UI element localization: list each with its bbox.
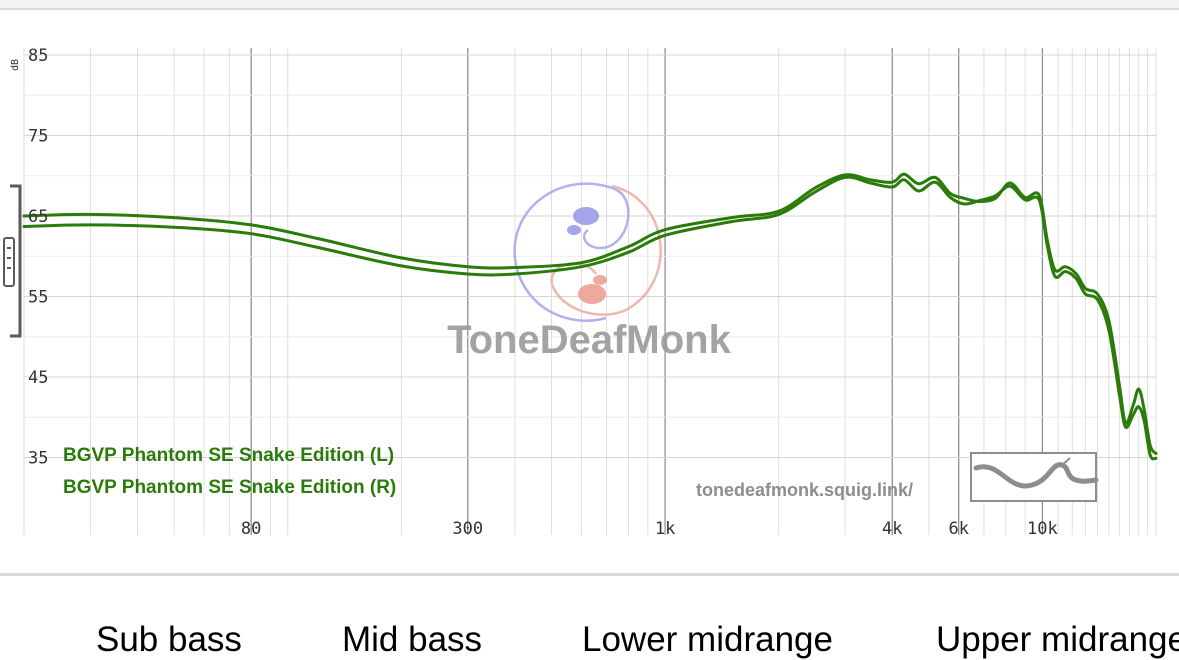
- squiggle-logo: [970, 452, 1099, 502]
- y-tick-label: 65: [28, 207, 48, 227]
- band-label-lower-midrange: Lower midrange: [582, 620, 833, 659]
- x-tick-label: 6k: [948, 519, 968, 539]
- band-label-sub-bass: Sub bass: [96, 620, 242, 659]
- y-tick-label: 45: [28, 368, 48, 388]
- y-axis: 35 45 55 65 75 85: [28, 46, 48, 469]
- graph-svg: ToneDeafMonk 35 45 55 65 75 85 80 300 1k 4k 6k 10k…: [3, 46, 1158, 539]
- y-scale-drag-handle[interactable]: [3, 184, 22, 338]
- x-axis: 80 300 1k 4k 6k 10k: [241, 519, 1058, 539]
- curve-left-channel: [22, 172, 1158, 455]
- frequency-band-labels: Sub bass Mid bass Lower midrange Upper m…: [0, 590, 1179, 660]
- frequency-response-graph: ToneDeafMonk 35 45 55 65 75 85 80 300 1k 4k 6k 10k…: [0, 10, 1179, 573]
- curve-right-channel: [22, 175, 1158, 461]
- band-label-mid-bass: Mid bass: [342, 620, 483, 659]
- url-watermark: tonedeafmonk.squig.link/: [696, 480, 913, 500]
- grid: [23, 48, 1157, 535]
- brand-watermark: ToneDeafMonk: [447, 318, 731, 362]
- curves: [22, 172, 1158, 461]
- legend-entry-left[interactable]: BGVP Phantom SE Snake Edition (L): [63, 445, 394, 466]
- x-tick-label: 1k: [655, 519, 675, 539]
- y-unit-label: dB: [10, 59, 21, 71]
- bottom-divider: [0, 573, 1179, 576]
- x-tick-label: 10k: [1027, 519, 1058, 539]
- y-tick-label: 85: [28, 46, 48, 66]
- y-tick-label: 35: [28, 449, 48, 469]
- x-tick-label: 80: [241, 519, 261, 539]
- y-tick-label: 75: [28, 127, 48, 147]
- x-tick-label: 4k: [882, 519, 902, 539]
- y-tick-label: 55: [28, 288, 48, 308]
- legend-entry-right[interactable]: BGVP Phantom SE Snake Edition (R): [63, 477, 396, 498]
- x-tick-label: 300: [452, 519, 483, 539]
- band-label-upper-midrange: Upper midrange: [936, 620, 1179, 659]
- monk-logo-watermark: ToneDeafMonk: [447, 182, 732, 362]
- top-divider: [0, 0, 1179, 10]
